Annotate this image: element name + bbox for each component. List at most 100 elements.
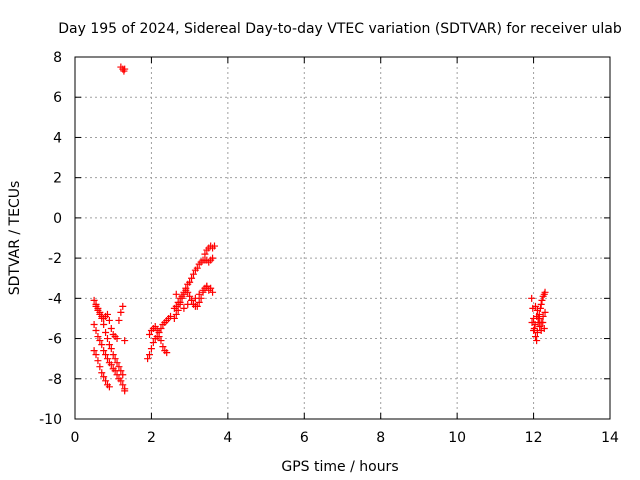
data-point <box>184 300 192 308</box>
y-tick-label: 6 <box>53 90 62 106</box>
y-tick-label: -4 <box>48 291 62 307</box>
data-point <box>537 318 545 326</box>
x-tick-label: 6 <box>300 430 309 446</box>
data-point <box>533 329 541 337</box>
plot-frame <box>74 56 611 420</box>
y-tick-label: -10 <box>39 412 62 428</box>
data-point <box>111 367 119 375</box>
data-point <box>159 343 167 351</box>
data-point <box>115 363 123 371</box>
x-tick-label: 4 <box>223 430 232 446</box>
data-point <box>191 294 199 302</box>
y-tick-label: -8 <box>48 372 62 388</box>
data-marks <box>90 63 549 395</box>
data-point <box>107 345 115 353</box>
data-point <box>540 325 548 332</box>
data-point <box>105 341 113 349</box>
data-point <box>92 351 100 359</box>
data-point <box>539 312 547 320</box>
data-point <box>105 383 113 391</box>
data-point <box>531 333 539 341</box>
data-point <box>109 351 117 359</box>
y-tick-label: 4 <box>53 130 62 146</box>
data-point <box>92 327 100 335</box>
data-point <box>117 308 125 316</box>
data-point <box>199 286 207 294</box>
data-point <box>157 337 165 345</box>
data-point <box>113 335 121 343</box>
data-point <box>96 337 104 345</box>
y-axis-label: SDTVAR / TECUs <box>7 181 23 296</box>
chart-title: Day 195 of 2024, Sidereal Day-to-day VTE… <box>58 21 622 37</box>
data-point <box>541 288 549 296</box>
data-point <box>100 320 108 328</box>
data-point <box>210 242 218 250</box>
data-point <box>167 312 175 320</box>
data-point <box>186 292 194 300</box>
data-point <box>102 329 110 337</box>
data-point <box>189 270 197 278</box>
data-point <box>184 288 192 296</box>
data-point <box>537 300 545 308</box>
data-point <box>209 254 217 262</box>
x-tick-label: 0 <box>71 430 80 446</box>
data-point <box>533 306 541 314</box>
x-tick-label: 10 <box>448 430 466 446</box>
x-tick-label: 14 <box>601 430 619 446</box>
data-point <box>163 349 171 357</box>
data-point <box>103 310 111 318</box>
y-tick-label: -2 <box>48 251 62 267</box>
y-tick-label: -6 <box>48 332 62 348</box>
data-point <box>186 278 194 286</box>
data-point <box>121 65 129 73</box>
data-point <box>94 306 102 314</box>
data-point <box>153 327 161 335</box>
data-point <box>172 302 180 310</box>
data-point <box>157 325 165 332</box>
data-point <box>538 296 546 304</box>
data-point <box>94 333 102 341</box>
data-point <box>207 284 215 292</box>
data-point <box>102 377 110 385</box>
data-point <box>102 351 110 359</box>
data-point <box>209 288 217 296</box>
data-point <box>188 296 196 304</box>
data-point <box>151 322 159 330</box>
data-point <box>146 331 154 339</box>
data-point <box>94 357 102 365</box>
data-point <box>115 316 123 324</box>
data-point <box>193 264 201 272</box>
data-point <box>100 347 108 355</box>
data-point <box>193 302 201 310</box>
data-point <box>119 302 127 310</box>
data-point <box>90 347 98 355</box>
data-point <box>170 314 178 322</box>
data-point <box>100 373 108 381</box>
data-point <box>98 369 106 377</box>
data-point <box>203 282 211 290</box>
data-point <box>149 339 157 347</box>
data-point <box>195 298 203 306</box>
data-point <box>535 314 543 322</box>
data-point <box>528 294 536 302</box>
data-point <box>533 337 541 345</box>
data-point <box>121 337 129 345</box>
y-tick-label: 8 <box>53 50 62 66</box>
data-point <box>111 355 119 363</box>
data-point <box>195 290 203 298</box>
data-point <box>172 290 180 298</box>
data-point <box>107 361 115 369</box>
data-point <box>180 304 188 312</box>
y-tick-label: 2 <box>53 171 62 187</box>
data-point <box>113 371 121 379</box>
data-point <box>155 333 163 341</box>
data-point <box>174 306 182 314</box>
data-point <box>90 320 98 328</box>
x-tick-label: 12 <box>525 430 543 446</box>
data-point <box>90 296 98 304</box>
data-point <box>103 335 111 343</box>
data-point <box>119 381 127 389</box>
data-point <box>172 310 180 318</box>
data-point <box>541 308 549 316</box>
